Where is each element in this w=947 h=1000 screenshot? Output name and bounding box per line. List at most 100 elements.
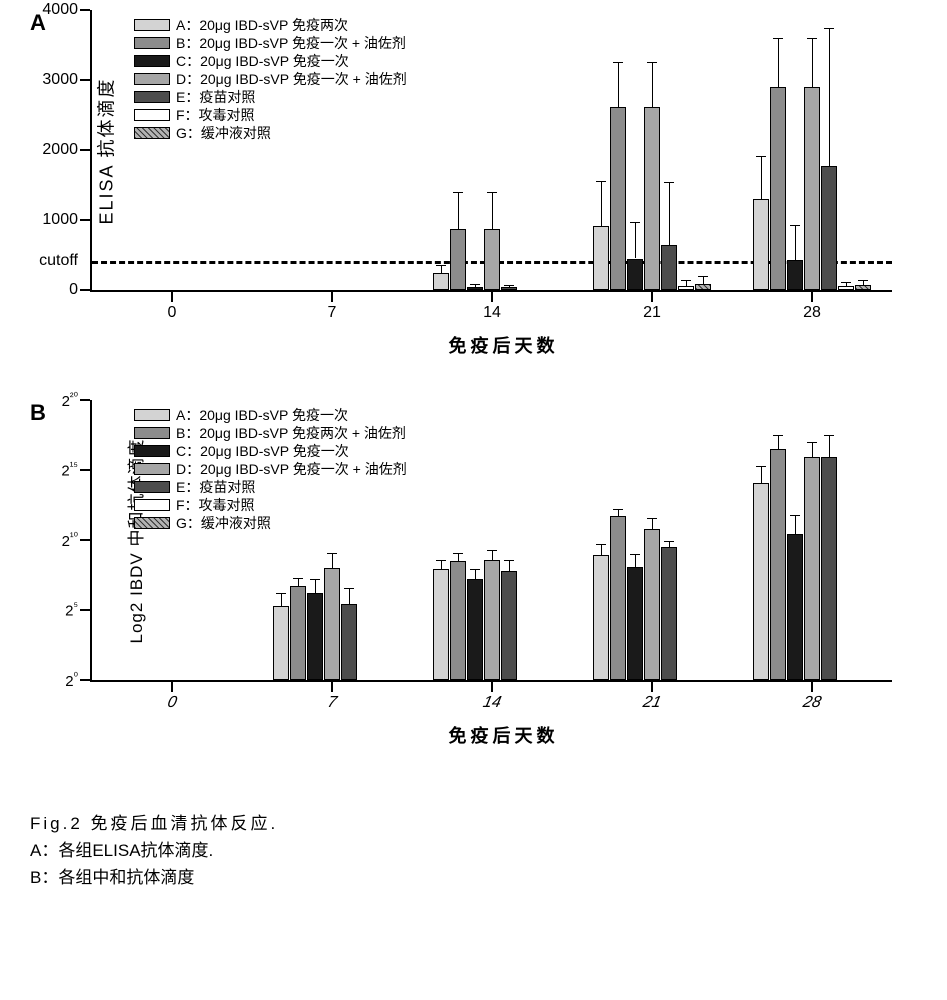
error-bar [441,560,442,570]
error-cap [698,276,708,277]
xtick-label: 14 [481,694,503,712]
legend-label: E：疫苗对照 [176,87,255,107]
bar [787,260,803,290]
legend-item: E：疫苗对照 [134,88,407,106]
legend-item: C：20μg IBD-sVP 免疫一次 [134,52,407,70]
bar [838,286,854,290]
bar [467,579,483,680]
bar [501,571,517,680]
error-cap [613,62,623,63]
error-cap [841,282,851,283]
error-cap [790,225,800,226]
error-bar [829,435,830,457]
legend-label: B：20μg IBD-sVP 免疫一次 + 油佐剂 [176,33,406,53]
legend-label: G：缓冲液对照 [176,123,271,143]
legend-label: A：20μg IBD-sVP 免疫两次 [176,15,348,35]
bar [770,87,786,290]
legend-swatch [134,37,170,49]
bar [450,561,466,680]
legend-swatch [134,55,170,67]
error-cap [807,442,817,443]
error-bar [298,578,299,586]
ytick-label: 2¹⁰ [62,530,78,550]
xtick-label: 28 [801,694,823,712]
legend-item: C：20μg IBD-sVP 免疫一次 [134,442,407,460]
bar [753,483,769,680]
bar [290,586,306,680]
bar [307,593,323,680]
legend-item: B：20μg IBD-sVP 免疫两次 + 油佐剂 [134,424,407,442]
legend-label: B：20μg IBD-sVP 免疫两次 + 油佐剂 [176,423,406,443]
bar [324,568,340,680]
error-cap [596,181,606,182]
xtick-label: 0 [168,304,177,322]
error-bar [795,515,796,535]
ytick-label: 0 [69,281,78,299]
legend-item: D：20μg IBD-sVP 免疫一次 + 油佐剂 [134,70,407,88]
bar [821,166,837,290]
legend-label: C：20μg IBD-sVP 免疫一次 [176,51,349,71]
bar [695,284,711,290]
caption-line-a: A：各组ELISA抗体滴度. [30,837,947,864]
error-cap [824,28,834,29]
ytick-label: 3000 [42,71,78,89]
caption-line-b: B：各组中和抗体滴度 [30,864,947,891]
error-bar [332,553,333,568]
error-bar [601,544,602,555]
error-cap [613,509,623,510]
bar [593,555,609,680]
bar [787,534,803,680]
legend-a: A：20μg IBD-sVP 免疫两次B：20μg IBD-sVP 免疫一次 +… [134,16,407,142]
error-bar [703,276,704,284]
error-cap [436,560,446,561]
bar [484,560,500,680]
error-bar [509,560,510,571]
legend-label: C：20μg IBD-sVP 免疫一次 [176,441,349,461]
bar [501,287,517,290]
error-bar [778,435,779,449]
bar [855,285,871,290]
legend-item: A：20μg IBD-sVP 免疫一次 [134,406,407,424]
error-bar [812,38,813,87]
ytick-label: 2000 [42,141,78,159]
chart-a: ELISA 抗体滴度 A：20μg IBD-sVP 免疫两次B：20μg IBD… [90,10,917,292]
legend-swatch [134,73,170,85]
error-cap [487,192,497,193]
legend-b: A：20μg IBD-sVP 免疫一次B：20μg IBD-sVP 免疫两次 +… [134,406,407,532]
error-bar [458,553,459,561]
bar [467,287,483,290]
error-bar [635,222,636,258]
error-cap [436,265,446,266]
bar [450,229,466,290]
bar [627,567,643,680]
bar [753,199,769,290]
xlabel-b: 免疫后天数 [449,722,559,748]
bar [484,229,500,290]
legend-swatch [134,109,170,121]
ytick-label: 2⁰ [65,670,78,690]
error-cap [293,578,303,579]
bar [593,226,609,290]
figure-caption: Fig.2 免疫后血清抗体反应. A：各组ELISA抗体滴度. B：各组中和抗体… [30,810,947,892]
legend-swatch [134,463,170,475]
bar [644,529,660,680]
legend-item: B：20μg IBD-sVP 免疫一次 + 油佐剂 [134,34,407,52]
bar [341,604,357,680]
xtick-label: 0 [166,694,179,712]
legend-swatch [134,19,170,31]
ytick-label: 2¹⁵ [61,461,78,480]
error-bar [458,192,459,229]
plot-area-b: A：20μg IBD-sVP 免疫一次B：20μg IBD-sVP 免疫两次 +… [90,400,892,682]
error-cap [807,38,817,39]
xtick-label: 28 [803,304,821,322]
error-cap [310,579,320,580]
error-bar [492,550,493,560]
error-cap [470,284,480,285]
bar [661,547,677,680]
panel-a: A ELISA 抗体滴度 A：20μg IBD-sVP 免疫两次B：20μg I… [30,10,917,380]
error-bar [812,442,813,457]
error-cap [276,593,286,594]
bar [678,286,694,290]
error-cap [453,192,463,193]
xtick-label: 7 [328,304,337,322]
